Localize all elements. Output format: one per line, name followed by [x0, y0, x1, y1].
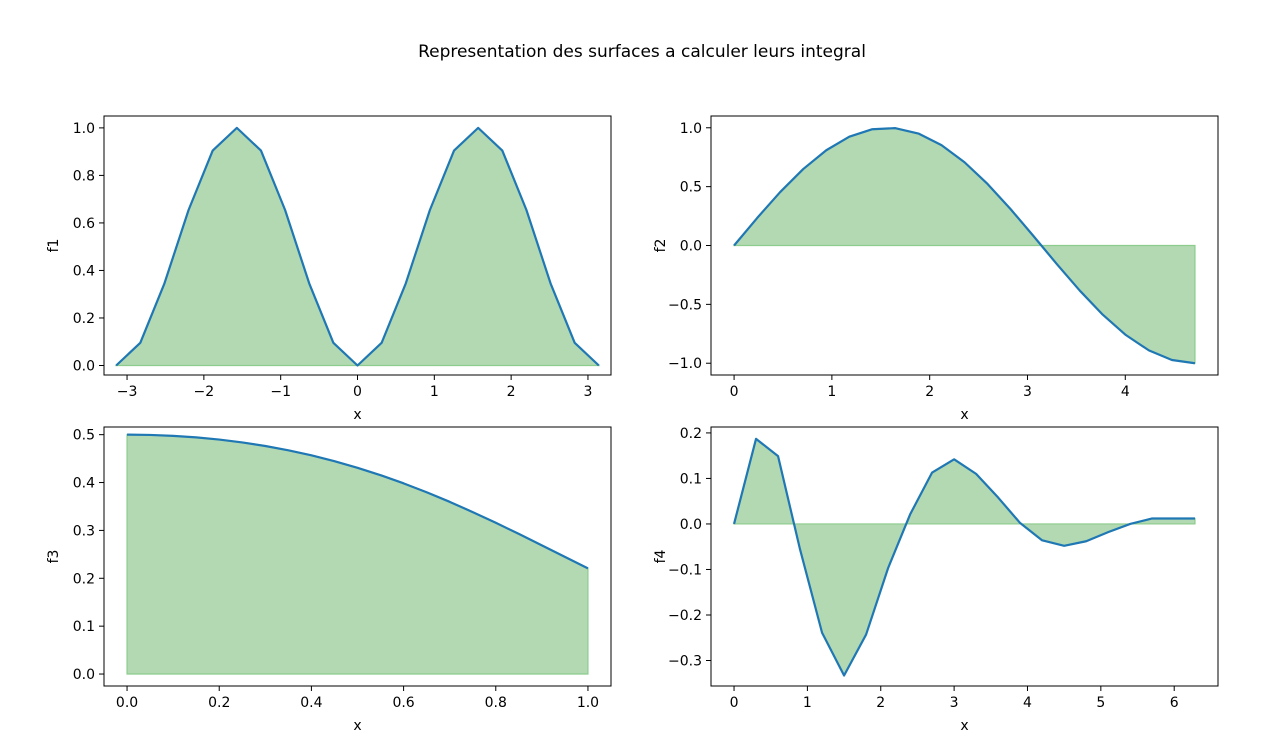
x-tick-label: 2	[925, 384, 934, 400]
x-tick-label: 5	[1096, 695, 1105, 711]
x-tick-label: 0	[353, 384, 362, 400]
x-tick-label: −1	[270, 384, 291, 400]
x-tick-label: 4	[1121, 384, 1130, 400]
subplot-3-xlabel: x	[353, 718, 361, 734]
figure-suptitle: Representation des surfaces a calculer l…	[418, 42, 866, 62]
x-tick-label: 2	[507, 384, 516, 400]
y-tick-label: −0.1	[668, 562, 702, 578]
y-tick-label: −0.5	[668, 297, 702, 313]
subplot-1-curve	[115, 126, 600, 367]
subplot-2-xlabel: x	[960, 407, 968, 423]
x-tick-label: 0.4	[300, 695, 322, 711]
y-tick-label: −1.0	[668, 356, 702, 372]
subplot-2: 0 1 2 3 4 −1.0 −0.5 0.0 0.5 1.0 x f2	[653, 115, 1219, 423]
y-tick-label: 0.4	[73, 476, 95, 492]
subplot-3-curve	[127, 433, 589, 570]
x-tick-label: 3	[950, 695, 959, 711]
y-tick-label: −0.2	[668, 608, 702, 624]
subplot-4-ylabel: f4	[653, 549, 669, 563]
x-tick-label: −3	[117, 384, 138, 400]
x-tick-label: 2	[876, 695, 885, 711]
subplot-1-ylabel: f1	[46, 239, 62, 253]
subplot-4-curve	[732, 437, 1195, 677]
subplot-3-ylabel: f3	[46, 550, 62, 564]
y-tick-label: 1.0	[680, 121, 702, 137]
subplot-4-frame	[710, 426, 1219, 687]
y-tick-label: 0.1	[73, 619, 95, 635]
x-tick-label: 0	[730, 384, 739, 400]
y-tick-label: 0.0	[73, 667, 95, 683]
subplot-3: 0.0 0.2 0.4 0.6 0.8 1.0 0.0 0.1 0.2 0.3 0.4 0.5 x f3	[46, 426, 612, 734]
y-tick-label: 0.3	[73, 523, 95, 539]
y-tick-label: 0.2	[73, 311, 95, 327]
x-tick-label: 0.2	[208, 695, 230, 711]
y-tick-label: 0.6	[73, 216, 95, 232]
x-tick-label: 1	[827, 384, 836, 400]
x-tick-label: −2	[194, 384, 215, 400]
subplot-4: 0 1 2 3 4 5 6 −0.3 −0.2 −0.1 0.0 0.1 0.2 x f4	[653, 426, 1219, 734]
y-tick-label: 0.0	[680, 517, 702, 533]
x-tick-label: 6	[1170, 695, 1179, 711]
y-tick-label: 0.5	[680, 180, 702, 196]
x-tick-label: 0.6	[392, 695, 414, 711]
y-tick-label: 0.2	[680, 426, 702, 442]
y-tick-label: 0.4	[73, 263, 95, 279]
x-tick-label: 1.0	[577, 695, 599, 711]
subplot-2-curve	[733, 127, 1196, 365]
x-tick-label: 0	[730, 695, 739, 711]
x-tick-label: 1	[430, 384, 439, 400]
subplot-3-area	[126, 434, 589, 675]
x-tick-label: 0.0	[116, 695, 138, 711]
y-tick-label: 0.2	[73, 571, 95, 587]
subplot-1: −3 −2 −1 0 1 2 3 0.0 0.2 0.4 0.6 0.8 1.0 x f1	[46, 115, 612, 423]
x-tick-label: 3	[1023, 384, 1032, 400]
y-tick-label: 0.1	[680, 471, 702, 487]
x-tick-label: 3	[583, 384, 592, 400]
y-tick-label: 0.8	[73, 168, 95, 184]
y-tick-label: 1.0	[73, 121, 95, 137]
y-tick-label: 0.0	[73, 358, 95, 374]
x-tick-label: 0.8	[485, 695, 507, 711]
subplot-3-frame	[103, 426, 612, 687]
subplot-4-xlabel: x	[960, 718, 968, 734]
y-tick-label: 0.5	[73, 428, 95, 444]
subplot-1-xlabel: x	[353, 407, 361, 423]
y-tick-label: 0.0	[680, 239, 702, 255]
subplot-1-area	[114, 127, 601, 367]
y-tick-label: −0.3	[668, 654, 702, 670]
x-tick-label: 4	[1023, 695, 1032, 711]
x-tick-label: 1	[803, 695, 812, 711]
subplot-2-ylabel: f2	[653, 239, 669, 253]
